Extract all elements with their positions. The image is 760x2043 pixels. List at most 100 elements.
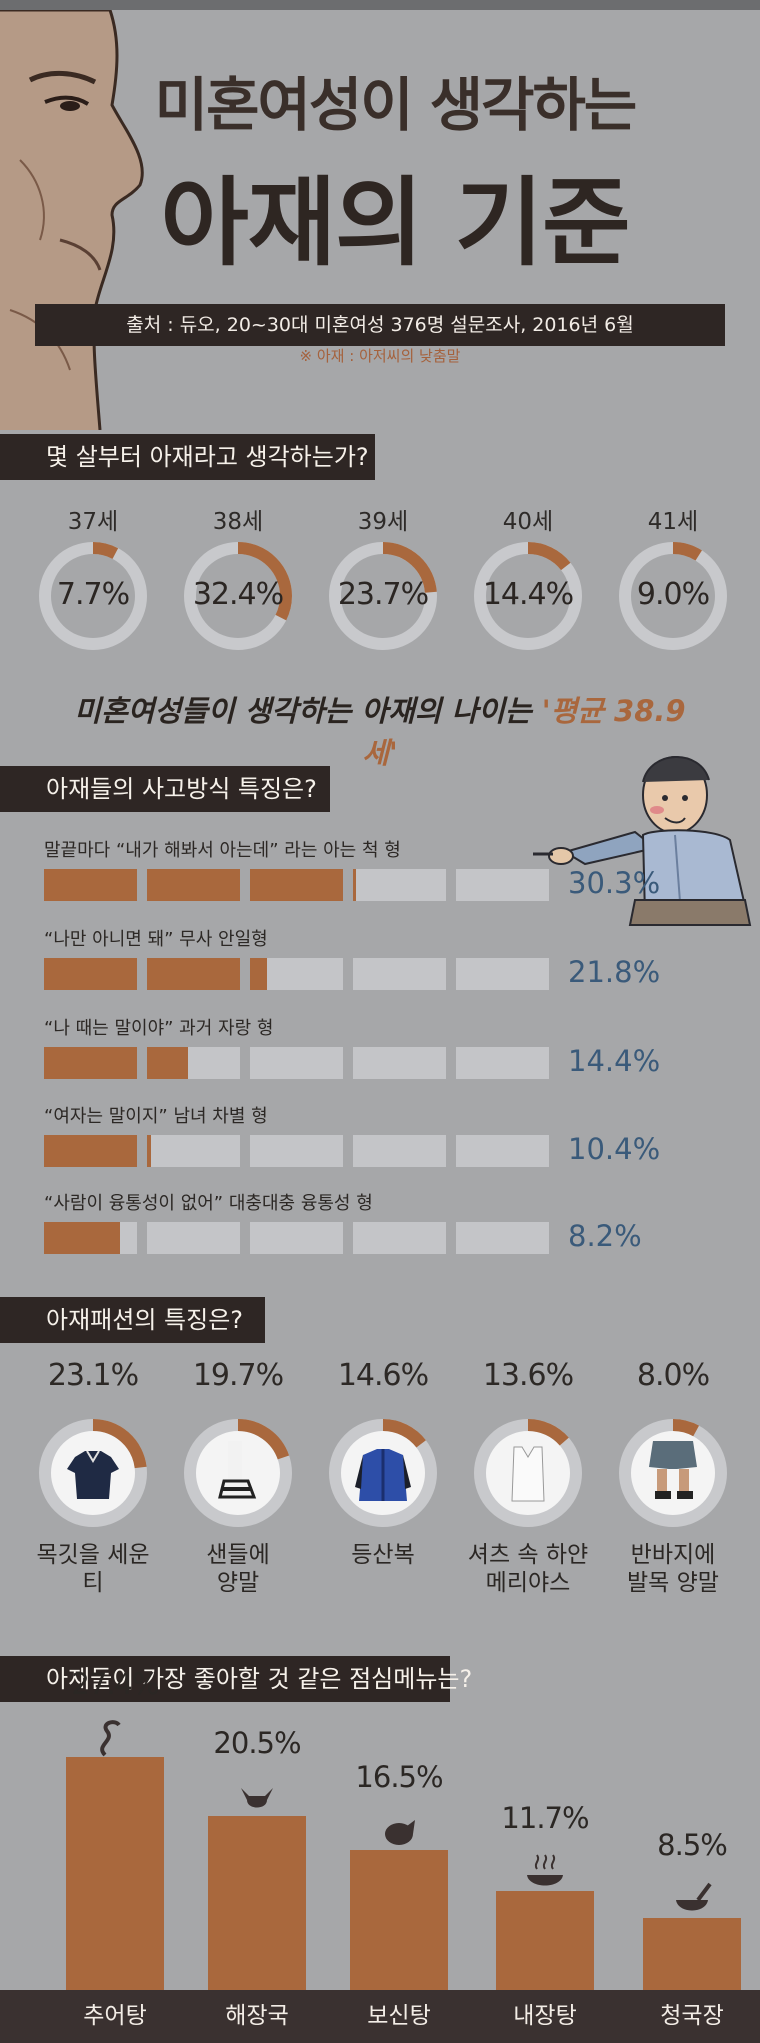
food-icon bbox=[676, 1882, 712, 1911]
title-line-1: 미혼여성이 생각하는 bbox=[154, 71, 637, 139]
section-title-lunch: 아재들이 가장 좋아할 것 같은 점심메뉴는? bbox=[46, 1665, 473, 1693]
lunch-bar bbox=[350, 1849, 448, 1990]
bar-fill bbox=[44, 1222, 121, 1254]
fashion-label: 목깃을 세운 티 bbox=[23, 1541, 163, 1597]
age-ring bbox=[39, 542, 147, 650]
bar-fill bbox=[353, 869, 356, 901]
clothing-icon bbox=[511, 1446, 545, 1502]
bar-segment bbox=[456, 1222, 549, 1254]
fashion-label: 등산복 bbox=[313, 1541, 453, 1569]
bar-segment bbox=[147, 1222, 240, 1254]
bar-segment bbox=[44, 958, 137, 990]
lunch-label: 추어탕 bbox=[83, 2003, 147, 2029]
section-header-age bbox=[0, 434, 375, 480]
food-icon bbox=[385, 1819, 415, 1845]
bar-fill bbox=[147, 958, 240, 990]
fashion-percent: 23.1% bbox=[47, 1358, 139, 1393]
fashion-label-line: 샌들에 bbox=[206, 1542, 270, 1568]
pointing-man-illustration bbox=[533, 756, 752, 926]
fashion-ring bbox=[39, 1419, 147, 1527]
age-ring bbox=[474, 542, 582, 650]
fashion-ring-arc bbox=[39, 1419, 147, 1527]
section-title-fashion: 아재패션의 특징은? bbox=[46, 1306, 244, 1334]
bar-segment bbox=[44, 1047, 137, 1079]
bar-fill bbox=[44, 1047, 137, 1079]
bar-fill bbox=[44, 958, 137, 990]
thinking-label: 말끝마다 “내가 해봐서 아는데” 라는 아는 척 형 bbox=[44, 840, 401, 861]
age-label: 41세 bbox=[647, 509, 699, 535]
lunch-label: 내장탕 bbox=[513, 2003, 577, 2029]
lunch-label: 청국장 bbox=[660, 2003, 724, 2029]
clothing-icon bbox=[67, 1450, 119, 1499]
age-percent: 32.4% bbox=[192, 577, 284, 612]
fashion-ring-arc bbox=[329, 1419, 437, 1527]
bar-segment bbox=[250, 1135, 343, 1167]
average-highlight: '평균 38.9세' bbox=[362, 694, 686, 770]
bar-fill bbox=[250, 869, 343, 901]
lunch-label: 보신탕 bbox=[367, 2003, 431, 2029]
bar-fill bbox=[147, 1047, 188, 1079]
bar-segment bbox=[147, 869, 240, 901]
fashion-ring bbox=[619, 1419, 727, 1527]
bar-segment bbox=[147, 1135, 240, 1167]
thinking-label: “여자는 말이지” 남녀 차별 형 bbox=[44, 1106, 268, 1127]
bar-segment bbox=[250, 958, 343, 990]
bar-segment bbox=[353, 1135, 446, 1167]
fashion-percent: 14.6% bbox=[337, 1358, 429, 1393]
age-label: 39세 bbox=[357, 509, 409, 535]
bar-fill bbox=[147, 869, 240, 901]
lunch-percent: 11.7% bbox=[501, 1800, 589, 1835]
age-percent: 14.4% bbox=[482, 577, 574, 612]
age-ring bbox=[619, 542, 727, 650]
age-ring-arc bbox=[184, 542, 292, 650]
section-header-thinking bbox=[0, 766, 330, 812]
fashion-label-line: 등산복 bbox=[351, 1542, 415, 1568]
bar-segment bbox=[456, 869, 549, 901]
bar-fill bbox=[44, 869, 137, 901]
bar-segment bbox=[456, 958, 549, 990]
age-percent: 9.0% bbox=[636, 577, 710, 612]
lunch-bar bbox=[66, 1757, 164, 1990]
bar-segment bbox=[250, 869, 343, 901]
bar-segment bbox=[353, 869, 446, 901]
fashion-percent: 8.0% bbox=[636, 1358, 710, 1393]
lunch-baseline bbox=[0, 1990, 760, 2043]
thinking-bar bbox=[44, 1135, 550, 1167]
food-icon bbox=[100, 1720, 121, 1757]
section-title-thinking: 아재들의 사고방식 특징은? bbox=[46, 775, 317, 803]
fashion-label-line: 메리야스 bbox=[485, 1570, 571, 1596]
age-ring bbox=[329, 542, 437, 650]
bar-segment bbox=[44, 1135, 137, 1167]
bar-fill bbox=[147, 1135, 151, 1167]
bar-fill bbox=[250, 958, 267, 990]
age-percent: 7.7% bbox=[56, 577, 130, 612]
fashion-ring bbox=[184, 1419, 292, 1527]
age-ring-arc bbox=[329, 542, 437, 650]
thinking-percent: 10.4% bbox=[568, 1132, 661, 1166]
age-label: 37세 bbox=[67, 509, 119, 535]
thinking-label: “사람이 융통성이 없어” 대충대충 융통성 형 bbox=[44, 1193, 373, 1214]
lunch-percent: 20.5% bbox=[213, 1725, 301, 1760]
source-banner: 출처 : 듀오, 20~30대 미혼여성 376명 설문조사, 2016년 6월 bbox=[35, 304, 725, 346]
thinking-label: “나만 아니면 돼” 무사 안일형 bbox=[44, 929, 268, 950]
clothing-icon bbox=[218, 1441, 257, 1499]
title-line-2: 아재의 기준 bbox=[160, 167, 630, 279]
bar-fill bbox=[44, 1135, 137, 1167]
bar-segment bbox=[250, 1222, 343, 1254]
fashion-label: 샌들에 양말 bbox=[168, 1541, 308, 1597]
thinking-bar bbox=[44, 1222, 550, 1254]
section-header-lunch bbox=[0, 1656, 450, 1702]
fashion-ring-arc bbox=[184, 1419, 292, 1527]
fashion-label-line: 발목 양말 bbox=[627, 1570, 719, 1596]
footnote: ※ 아재 : 아저씨의 낮춤말 bbox=[299, 347, 461, 365]
bar-segment bbox=[456, 1047, 549, 1079]
lunch-percent: 8.5% bbox=[657, 1827, 728, 1862]
fashion-label: 셔츠 속 하얀 메리야스 bbox=[458, 1541, 598, 1597]
bar-segment bbox=[44, 1222, 137, 1254]
fashion-ring-arc bbox=[474, 1419, 582, 1527]
average-prefix: 미혼여성들이 생각하는 아재의 나이는 bbox=[74, 694, 542, 728]
lunch-percent: 27.4% bbox=[71, 1667, 159, 1702]
age-ring-arc bbox=[39, 542, 147, 650]
bar-segment bbox=[353, 1222, 446, 1254]
lunch-bar bbox=[496, 1890, 594, 1990]
